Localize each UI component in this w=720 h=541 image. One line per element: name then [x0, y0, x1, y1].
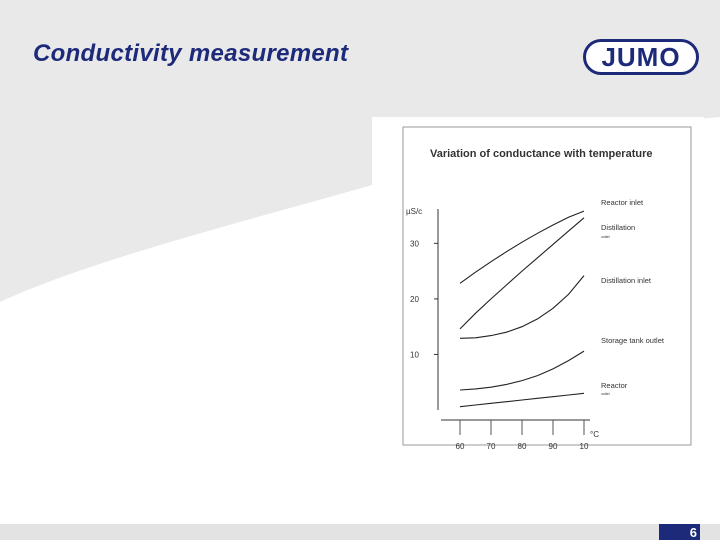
y-axis-label: µS/c	[406, 207, 422, 216]
x-tick-label: 70	[487, 442, 496, 451]
series-label: Distillation	[601, 223, 635, 232]
series-sublabel: outlet	[601, 392, 610, 396]
series-label: Distillation inlet	[601, 276, 652, 285]
series-label: Storage tank outlet	[601, 336, 665, 345]
jumo-logo: JUMO	[583, 39, 699, 75]
y-tick-label: 20	[410, 295, 419, 304]
conductance-chart: Variation of conductance with temperatur…	[402, 126, 692, 451]
series-line-4	[459, 392, 585, 408]
series-line-2	[459, 275, 585, 339]
series-sublabel: outlet	[601, 235, 610, 239]
series-label: Reactor	[601, 381, 628, 390]
x-tick-label: 90	[549, 442, 558, 451]
x-axis-label: °C	[590, 430, 599, 439]
series-label: Reactor inlet	[601, 198, 644, 207]
page-number: 6	[659, 524, 700, 540]
chart-title: Variation of conductance with temperatur…	[430, 148, 653, 160]
y-tick-label: 30	[410, 239, 419, 248]
slide-title: Conductivity measurement	[33, 40, 349, 67]
logo-text: JUMO	[601, 42, 681, 72]
series-line-3	[459, 350, 585, 391]
y-tick-label: 10	[410, 350, 419, 359]
series-line-0	[459, 210, 585, 284]
x-tick-label: 10	[580, 442, 589, 451]
footer-bar	[0, 524, 720, 540]
series-line-1	[459, 217, 585, 330]
chart-frame	[402, 126, 692, 446]
chart-figure: Variation of conductance with temperatur…	[372, 117, 704, 458]
x-tick-label: 80	[518, 442, 527, 451]
x-tick-label: 60	[456, 442, 465, 451]
